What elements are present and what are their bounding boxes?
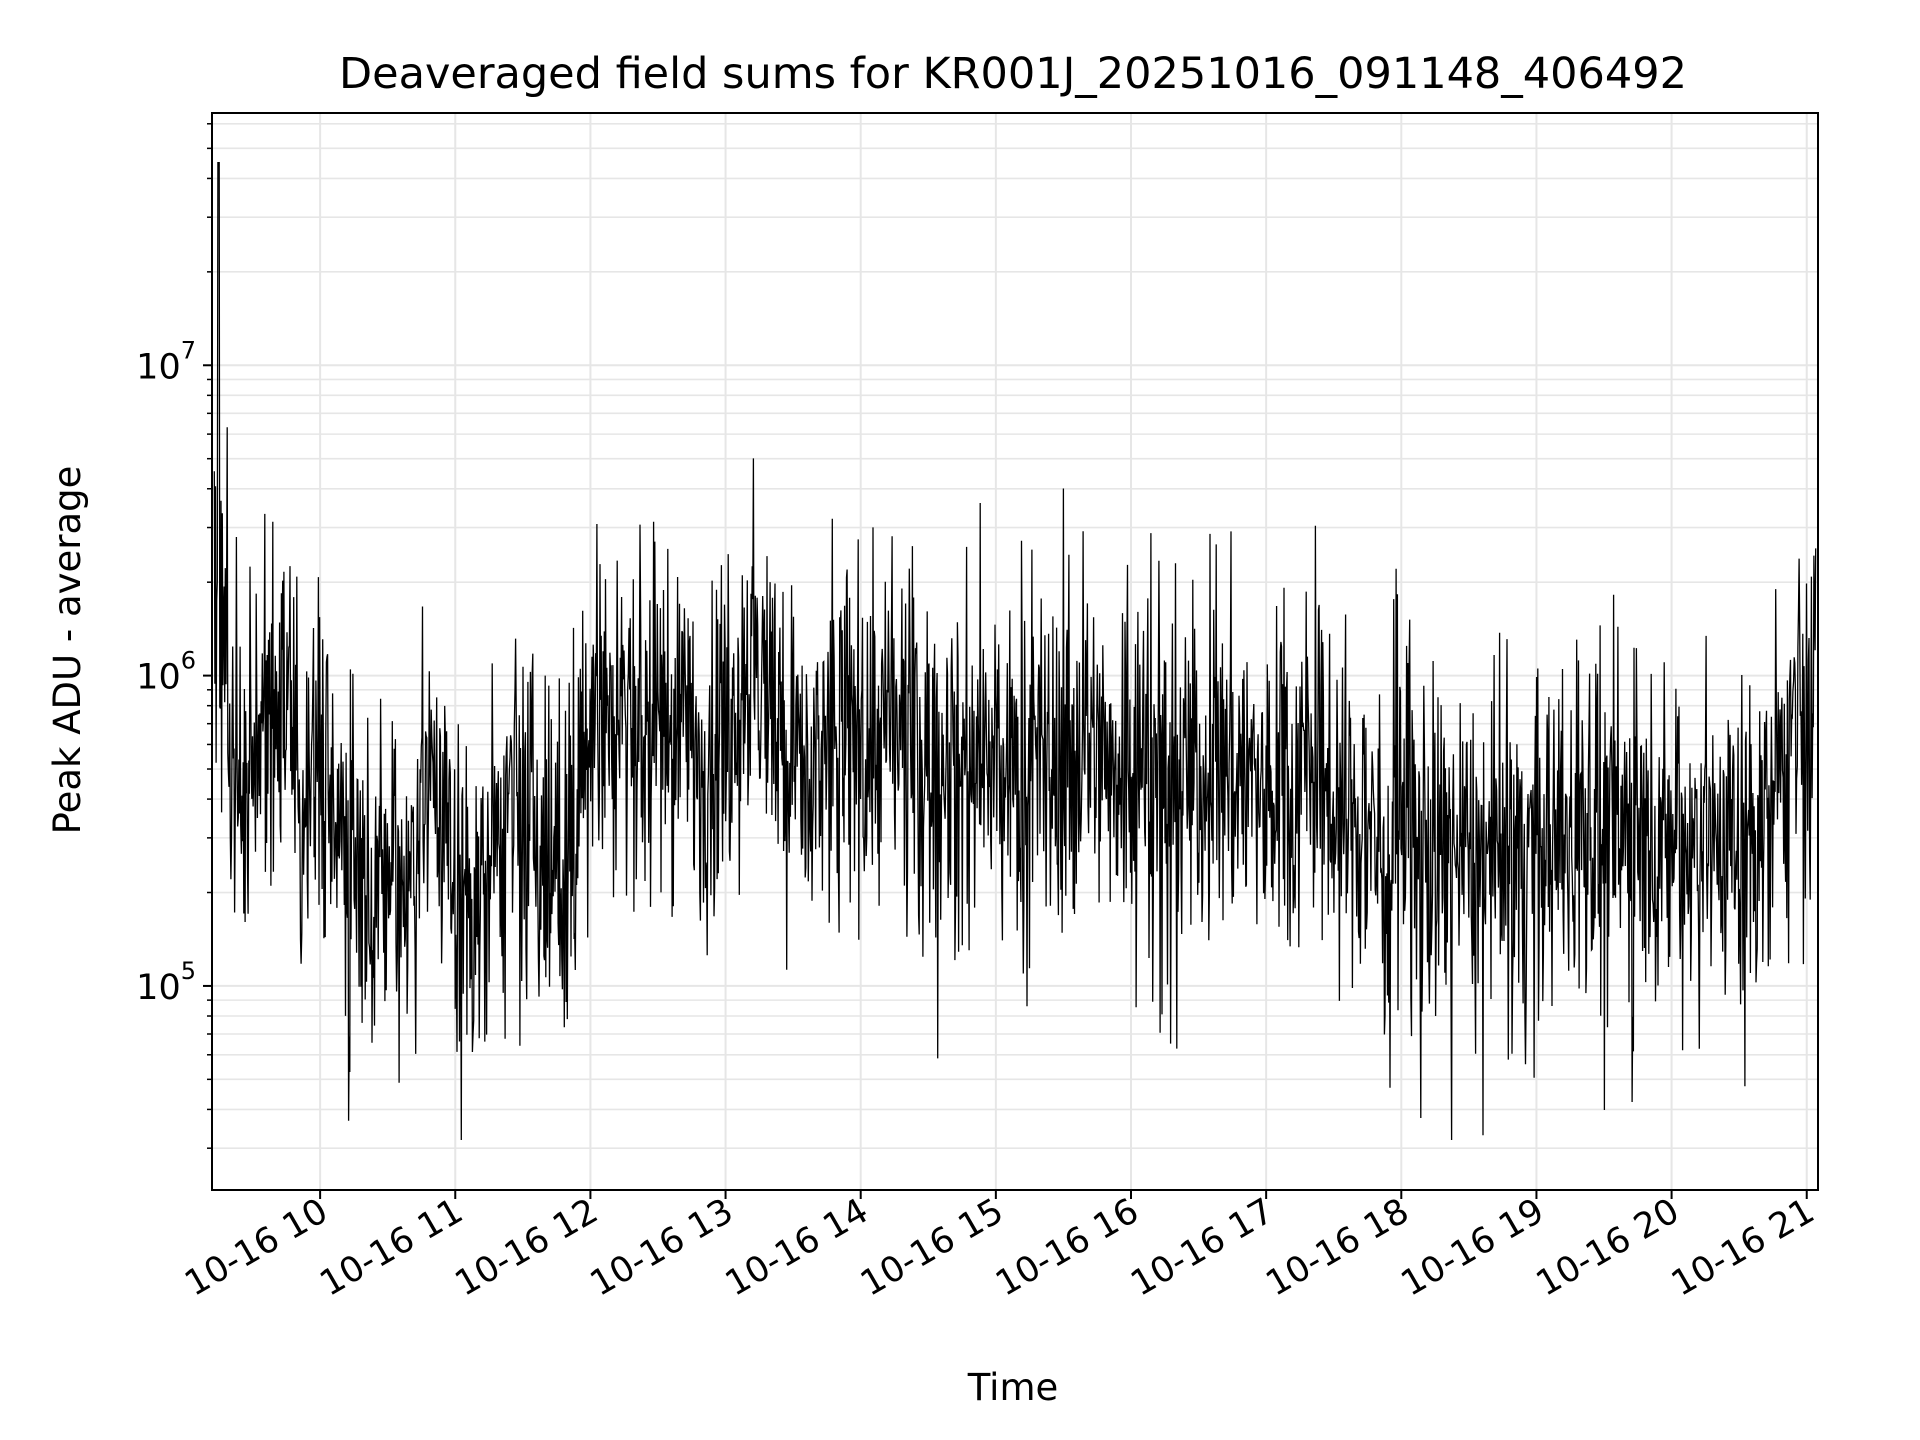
x-axis-label: Time — [967, 1366, 1059, 1409]
y-tick-label: 107 — [136, 336, 196, 387]
y-axis-label: Peak ADU - average — [46, 466, 89, 835]
y-tick-label: 105 — [136, 957, 196, 1008]
series-line — [213, 161, 1817, 1141]
y-tick-label: 106 — [136, 647, 196, 698]
chart-title: Deaveraged field sums for KR001J_2025101… — [339, 49, 1687, 99]
plot-frame — [211, 112, 1819, 1191]
grid-layer — [212, 113, 1818, 1190]
series-layer — [213, 161, 1817, 1141]
